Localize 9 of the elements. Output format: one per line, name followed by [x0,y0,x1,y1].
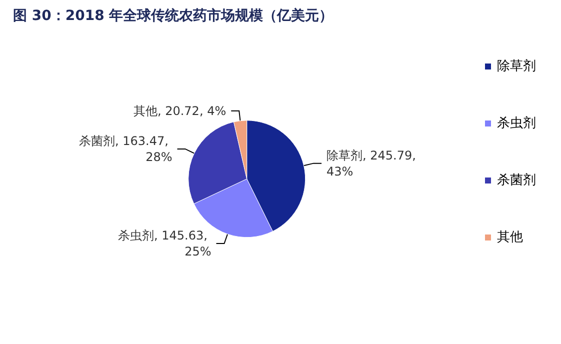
data-label: 除草剂, 245.79, 43% [326,148,420,178]
legend-label: 其他 [497,230,523,245]
legend-label: 杀虫剂 [497,115,536,131]
legend-label: 除草剂 [497,58,536,74]
data-label: 其他, 20.72, 4% [133,104,226,118]
data-label: 杀菌剂, 163.47, 28% [79,134,172,164]
legend-label: 杀菌剂 [497,172,536,188]
chart-title: 图 30：2018 年全球传统农药市场规模（亿美元） [13,7,334,24]
data-label: 杀虫剂, 145.63, 25% [118,228,212,259]
